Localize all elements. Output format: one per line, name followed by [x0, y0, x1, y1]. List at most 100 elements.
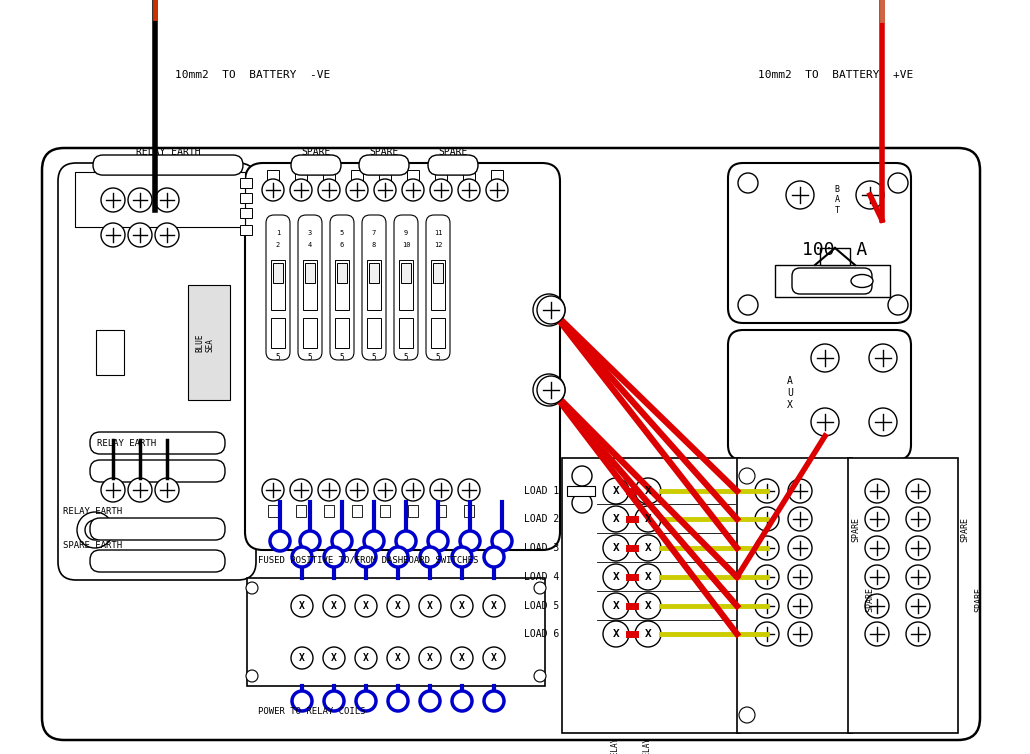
- Circle shape: [270, 531, 290, 551]
- Bar: [848, 458, 958, 733]
- Bar: [775, 265, 890, 297]
- Circle shape: [356, 547, 376, 567]
- Circle shape: [458, 179, 480, 201]
- Circle shape: [262, 479, 284, 501]
- Bar: [240, 225, 252, 235]
- Circle shape: [906, 479, 930, 503]
- Text: SPARE: SPARE: [439, 147, 468, 157]
- FancyBboxPatch shape: [291, 155, 341, 175]
- Text: LOAD 6: LOAD 6: [523, 629, 559, 639]
- Circle shape: [537, 376, 565, 404]
- Bar: [240, 178, 252, 188]
- Circle shape: [290, 479, 312, 501]
- Circle shape: [788, 594, 812, 618]
- Circle shape: [128, 188, 152, 212]
- Circle shape: [154, 188, 179, 212]
- Text: 5: 5: [404, 353, 408, 361]
- Text: X: X: [427, 601, 433, 611]
- Circle shape: [603, 506, 629, 532]
- Circle shape: [374, 479, 396, 501]
- Circle shape: [452, 547, 472, 567]
- FancyBboxPatch shape: [426, 215, 450, 360]
- Bar: [271, 260, 285, 310]
- Bar: [435, 170, 447, 182]
- Circle shape: [452, 691, 472, 711]
- Circle shape: [101, 223, 125, 247]
- Text: BLUE
SEA: BLUE SEA: [195, 334, 214, 352]
- Circle shape: [755, 507, 779, 531]
- Bar: [305, 263, 315, 283]
- Text: X: X: [613, 601, 619, 611]
- Bar: [335, 260, 349, 310]
- Text: SPARE: SPARE: [974, 587, 983, 612]
- Circle shape: [318, 479, 340, 501]
- Bar: [337, 263, 347, 283]
- FancyBboxPatch shape: [792, 268, 872, 294]
- Circle shape: [483, 647, 505, 669]
- Circle shape: [484, 691, 504, 711]
- Bar: [303, 260, 317, 310]
- Bar: [367, 318, 381, 348]
- Circle shape: [402, 479, 424, 501]
- FancyBboxPatch shape: [298, 215, 322, 360]
- FancyBboxPatch shape: [330, 215, 354, 360]
- Text: LOAD 3: LOAD 3: [523, 543, 559, 553]
- Text: 9: 9: [404, 230, 408, 236]
- Bar: [271, 318, 285, 348]
- Text: 10: 10: [402, 242, 410, 248]
- Circle shape: [85, 520, 105, 540]
- Bar: [240, 193, 252, 203]
- Circle shape: [865, 594, 889, 618]
- Circle shape: [262, 179, 284, 201]
- Text: X: X: [396, 653, 401, 663]
- Circle shape: [906, 507, 930, 531]
- Text: FUSED POSITIVE TO/FROM DASHBOARD SWITCHES: FUSED POSITIVE TO/FROM DASHBOARD SWITCHE…: [258, 556, 478, 565]
- Circle shape: [451, 595, 473, 617]
- Circle shape: [603, 535, 629, 561]
- Text: 11: 11: [434, 230, 442, 236]
- Circle shape: [290, 179, 312, 201]
- FancyBboxPatch shape: [266, 215, 290, 360]
- Circle shape: [246, 582, 258, 594]
- Circle shape: [888, 295, 908, 315]
- Circle shape: [865, 507, 889, 531]
- Circle shape: [534, 582, 546, 594]
- Text: SPARE: SPARE: [960, 517, 969, 542]
- Text: X: X: [645, 543, 651, 553]
- Circle shape: [888, 173, 908, 193]
- Circle shape: [364, 531, 384, 551]
- Bar: [379, 170, 391, 182]
- FancyBboxPatch shape: [359, 155, 409, 175]
- Text: X: X: [645, 486, 651, 496]
- Circle shape: [246, 670, 258, 682]
- Circle shape: [572, 466, 592, 486]
- Circle shape: [291, 595, 313, 617]
- Circle shape: [77, 512, 113, 548]
- Circle shape: [636, 593, 661, 619]
- Circle shape: [387, 595, 409, 617]
- Bar: [436, 505, 446, 517]
- Text: 3: 3: [308, 230, 312, 236]
- Circle shape: [420, 547, 440, 567]
- Bar: [273, 263, 283, 283]
- Text: LOAD 4: LOAD 4: [523, 572, 559, 582]
- Circle shape: [492, 531, 512, 551]
- Circle shape: [537, 296, 565, 324]
- Circle shape: [355, 647, 377, 669]
- Circle shape: [755, 479, 779, 503]
- Circle shape: [374, 179, 396, 201]
- Text: X: X: [645, 572, 651, 582]
- Circle shape: [811, 344, 839, 372]
- Text: 6: 6: [340, 242, 344, 248]
- Text: LOAD 2: LOAD 2: [523, 514, 559, 524]
- Text: X: X: [427, 653, 433, 663]
- Text: X: X: [396, 601, 401, 611]
- Circle shape: [291, 691, 312, 711]
- Circle shape: [786, 181, 814, 209]
- Text: 7: 7: [372, 230, 376, 236]
- Circle shape: [755, 536, 779, 560]
- Text: SPARE: SPARE: [852, 517, 860, 542]
- Text: 10mm2  TO  BATTERY  +VE: 10mm2 TO BATTERY +VE: [758, 70, 914, 80]
- Circle shape: [356, 691, 376, 711]
- Circle shape: [739, 173, 758, 193]
